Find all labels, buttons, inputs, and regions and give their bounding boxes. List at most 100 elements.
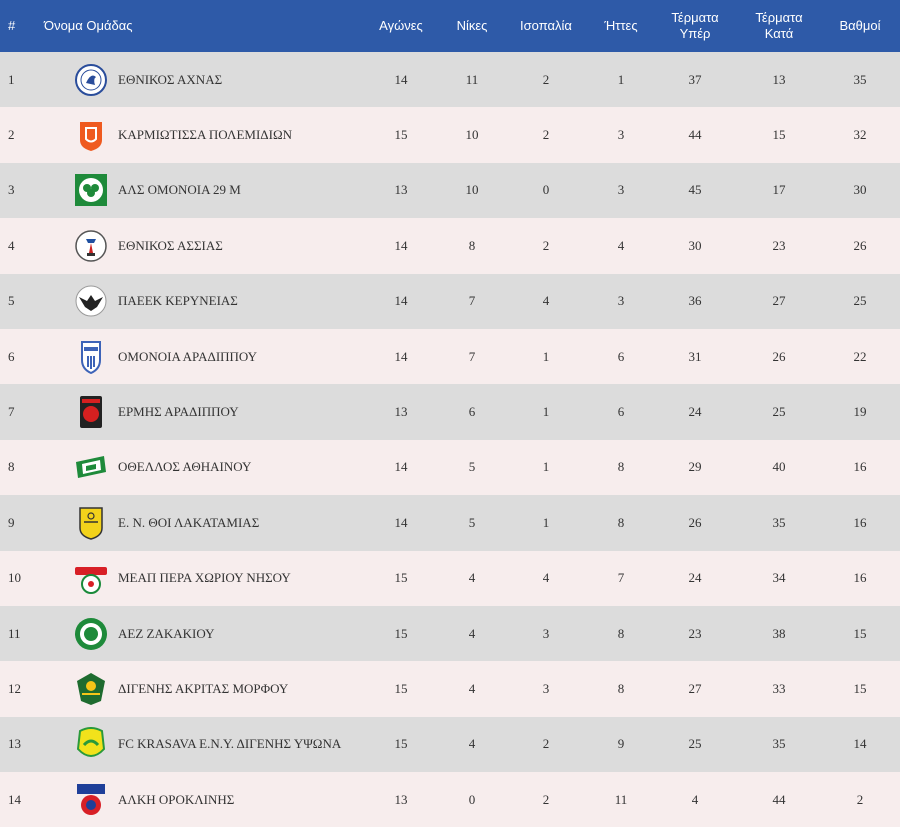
- othellos-athienou-crest-icon: [74, 450, 108, 484]
- digenis-morfou-crest-icon: [74, 672, 108, 706]
- paeek-eagle-crest-icon: [74, 284, 108, 318]
- losses-cell: 6: [617, 404, 625, 420]
- draws-cell: 2: [542, 127, 550, 143]
- team-cell: ΟΘΕΛΛΟΣ ΑΘΗΑΙΝΟΥ: [30, 440, 360, 495]
- krasava-crest-icon: [74, 727, 108, 761]
- omonoia-aradippou-crest-icon: [74, 340, 108, 374]
- table-header-row: # Όνομα Ομάδας Αγώνες Νίκες Ισοπαλία Ήττ…: [0, 0, 900, 52]
- wins-cell: 4: [468, 625, 476, 641]
- header-points: Βαθμοί: [839, 18, 881, 33]
- karmiotissa-crest-icon: [74, 118, 108, 152]
- team-name: ΑΛΣ ΟΜΟΝΟΙΑ 29 Μ: [118, 182, 241, 198]
- draws-cell: 1: [542, 348, 550, 364]
- team-cell: FC KRASAVA Ε.Ν.Υ. ΔΙΓΕΝΗΣ ΥΨΩΝΑ: [30, 717, 360, 772]
- team-cell: ΔΙΓΕΝΗΣ ΑΚΡΙΤΑΣ ΜΟΡΦΟΥ: [30, 661, 360, 716]
- wins-cell: 5: [468, 459, 476, 475]
- rank-cell: 2: [8, 127, 15, 143]
- header-losses: Ήττες: [604, 18, 638, 33]
- played-cell: 15: [394, 570, 408, 586]
- played-cell: 15: [394, 680, 408, 696]
- goals-for-cell: 29: [688, 459, 702, 475]
- goals-for-cell: 27: [688, 680, 702, 696]
- played-cell: 14: [394, 71, 408, 87]
- goals-against-cell: 44: [772, 791, 786, 807]
- points-cell: 16: [853, 514, 867, 530]
- goals-for-cell: 4: [691, 791, 699, 807]
- rank-cell: 3: [8, 182, 15, 198]
- team-name: ΠΑΕΕΚ ΚΕΡΥΝΕΙΑΣ: [118, 293, 238, 309]
- points-cell: 14: [853, 736, 867, 752]
- wins-cell: 8: [468, 237, 476, 253]
- wins-cell: 0: [468, 791, 476, 807]
- rank-cell: 5: [8, 293, 15, 309]
- played-cell: 14: [394, 514, 408, 530]
- goals-against-cell: 13: [772, 71, 786, 87]
- header-team: Όνομα Ομάδας: [44, 18, 133, 33]
- goals-for-cell: 37: [688, 71, 702, 87]
- rank-cell: 1: [8, 71, 15, 87]
- team-name: ΕΘΝΙΚΟΣ ΑΧΝΑΣ: [118, 71, 223, 87]
- points-cell: 2: [856, 791, 864, 807]
- played-cell: 13: [394, 404, 408, 420]
- team-cell: ΑΕΖ ΖΑΚΑΚΙΟΥ: [30, 606, 360, 661]
- goals-against-cell: 15: [772, 127, 786, 143]
- omonoia-29m-crest-icon: [74, 173, 108, 207]
- header-goals-for: Τέρματα Υπέρ: [671, 10, 719, 41]
- wins-cell: 10: [465, 127, 479, 143]
- wins-cell: 7: [468, 348, 476, 364]
- team-cell: ΟΜΟΝΟΙΑ ΑΡΑΔΙΠΠΟΥ: [30, 329, 360, 384]
- rank-cell: 8: [8, 459, 15, 475]
- ermis-aradippou-crest-icon: [74, 395, 108, 429]
- draws-cell: 0: [542, 182, 550, 198]
- team-name: Ε. Ν. ΘΟΙ ΛΑΚΑΤΑΜΙΑΣ: [118, 514, 260, 530]
- losses-cell: 8: [617, 680, 625, 696]
- table-row: 9 Ε. Ν. ΘΟΙ ΛΑΚΑΤΑΜΙΑΣ 14 5 1 8 26 35 16: [0, 495, 900, 551]
- draws-cell: 4: [542, 570, 550, 586]
- alki-oroklinis-crest-icon: [74, 783, 108, 817]
- team-name: ΜΕΑΠ ΠΕΡΑ ΧΩΡΙΟΥ ΝΗΣΟΥ: [118, 570, 291, 586]
- losses-cell: 8: [617, 625, 625, 641]
- meap-crest-icon: [74, 561, 108, 595]
- goals-for-cell: 23: [688, 625, 702, 641]
- losses-cell: 9: [617, 736, 625, 752]
- goals-for-cell: 26: [688, 514, 702, 530]
- table-row: 12 ΔΙΓΕΝΗΣ ΑΚΡΙΤΑΣ ΜΟΡΦΟΥ 15 4 3 8 27 33 15: [0, 661, 900, 717]
- losses-cell: 1: [617, 71, 625, 87]
- points-cell: 30: [853, 182, 867, 198]
- header-wins: Νίκες: [456, 18, 488, 33]
- points-cell: 26: [853, 237, 867, 253]
- table-row: 8 ΟΘΕΛΛΟΣ ΑΘΗΑΙΝΟΥ 14 5 1 8 29 40 16: [0, 439, 900, 496]
- goals-for-cell: 44: [688, 127, 702, 143]
- wins-cell: 6: [468, 404, 476, 420]
- rank-cell: 11: [8, 625, 21, 641]
- table-row: 3 ΑΛΣ ΟΜΟΝΟΙΑ 29 Μ 13 10 0 3 45 17 30: [0, 162, 900, 219]
- team-cell: ΚΑΡΜΙΩΤΙΣΣΑ ΠΟΛΕΜΙΔΙΩΝ: [30, 107, 360, 162]
- team-name: ΚΑΡΜΙΩΤΙΣΣΑ ΠΟΛΕΜΙΔΙΩΝ: [118, 127, 293, 143]
- table-row: 4 ΕΘΝΙΚΟΣ ΑΣΣΙΑΣ 14 8 2 4 30 23 26: [0, 218, 900, 274]
- team-name: ΑΕΖ ΖΑΚΑΚΙΟΥ: [118, 625, 215, 641]
- header-rank: #: [8, 18, 16, 33]
- goals-against-cell: 27: [772, 293, 786, 309]
- points-cell: 16: [853, 570, 867, 586]
- draws-cell: 1: [542, 514, 550, 530]
- played-cell: 13: [394, 791, 408, 807]
- goals-for-cell: 30: [688, 237, 702, 253]
- losses-cell: 3: [617, 127, 625, 143]
- team-cell: ΕΘΝΙΚΟΣ ΑΧΝΑΣ: [30, 52, 360, 107]
- played-cell: 14: [394, 459, 408, 475]
- header-draws: Ισοπαλία: [520, 18, 572, 33]
- team-cell: ΕΘΝΙΚΟΣ ΑΣΣΙΑΣ: [30, 218, 360, 273]
- draws-cell: 2: [542, 736, 550, 752]
- goals-for-cell: 25: [688, 736, 702, 752]
- wins-cell: 5: [468, 514, 476, 530]
- team-name: ΟΜΟΝΟΙΑ ΑΡΑΔΙΠΠΟΥ: [118, 348, 258, 364]
- goals-for-cell: 31: [688, 348, 702, 364]
- goals-for-cell: 24: [688, 570, 702, 586]
- team-cell: ΕΡΜΗΣ ΑΡΑΔΙΠΠΟΥ: [30, 384, 360, 439]
- losses-cell: 6: [617, 348, 625, 364]
- thoi-lakatamias-crest-icon: [74, 506, 108, 540]
- points-cell: 22: [853, 348, 867, 364]
- draws-cell: 2: [542, 791, 550, 807]
- team-name: ΔΙΓΕΝΗΣ ΑΚΡΙΤΑΣ ΜΟΡΦΟΥ: [118, 680, 289, 696]
